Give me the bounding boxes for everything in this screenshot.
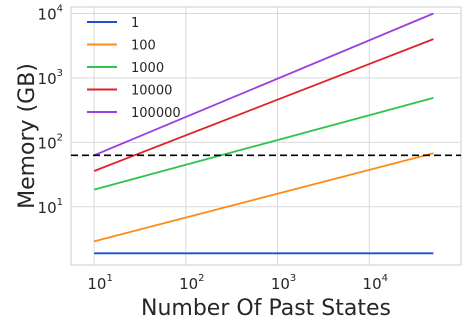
plot-area	[70, 6, 462, 266]
x-tick-label: 101	[87, 273, 112, 293]
y-tick-label: 101	[38, 197, 63, 217]
legend-item: 10000	[87, 84, 172, 99]
series-lines	[93, 12, 434, 255]
y-tick-labels: 101 102 103 104	[38, 3, 63, 216]
legend: 1 100 1000 10000 100000	[87, 16, 181, 121]
x-tick-label: 104	[363, 273, 388, 293]
legend-item: 1000	[87, 61, 164, 76]
x-tick-labels: 101 102 103 104	[87, 273, 388, 293]
y-tick-label: 103	[38, 68, 63, 88]
series-line-10000	[93, 38, 434, 172]
series-line-100000	[93, 12, 434, 157]
legend-label: 100	[131, 39, 156, 54]
series-line-1000	[93, 97, 434, 191]
legend-label: 100000	[131, 106, 181, 121]
x-tick-label: 103	[271, 273, 296, 293]
legend-item: 100	[87, 39, 156, 54]
legend-item: 1	[87, 16, 139, 31]
series-line-100	[93, 152, 434, 243]
y-tick-label: 104	[38, 3, 63, 23]
legend-label: 1000	[131, 61, 164, 76]
legend-label: 10000	[131, 84, 172, 99]
x-tick-label: 102	[179, 273, 204, 293]
x-axis-label: Number Of Past States	[141, 296, 391, 321]
legend-label: 1	[131, 16, 139, 31]
legend-item: 100000	[87, 106, 181, 121]
y-tick-label: 102	[38, 132, 63, 152]
y-axis-label: Memory (GB)	[15, 63, 40, 209]
